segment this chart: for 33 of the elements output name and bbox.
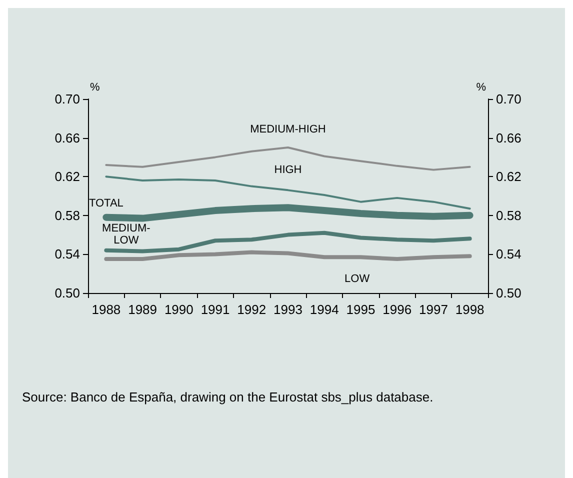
y-tick-label: 0.50: [54, 286, 80, 300]
x-tick-label: 1991: [200, 302, 230, 317]
line-series: [104, 230, 472, 254]
line-series: [104, 250, 472, 262]
y2-tick-label: 0.50: [496, 286, 522, 300]
y2-tick-label: 0.70: [496, 92, 522, 106]
y-tick-label: 0.62: [54, 169, 80, 184]
y-axis-title: %: [90, 82, 100, 94]
y2-axis-title: %: [476, 82, 486, 94]
y-tick-label: 0.66: [54, 130, 80, 146]
x-tick-label: 1989: [128, 302, 158, 317]
y-tick-label: 0.54: [54, 246, 80, 262]
y-tick-label: 0.70: [54, 92, 80, 106]
x-tick-label: 1995: [346, 302, 376, 317]
x-tick-label: 1998: [455, 302, 484, 317]
y2-tick-label: 0.54: [496, 246, 522, 262]
x-tick-label: 1994: [310, 302, 339, 317]
x-tick-label: 1990: [164, 302, 194, 317]
x-tick-label: 1996: [382, 302, 412, 317]
y2-tick-label: 0.62: [496, 169, 522, 184]
x-tick-label: 1992: [237, 302, 266, 317]
series-label: HIGH: [274, 164, 302, 176]
y2-tick-label: 0.66: [496, 130, 522, 146]
x-tick-label: 1988: [92, 302, 121, 317]
y2-tick-label: 0.58: [496, 208, 522, 223]
source-note: Source: Banco de España, drawing on the Eurostat sbs_plus database.: [22, 390, 434, 404]
series-label: TOTAL: [88, 197, 124, 210]
series-label: MEDIUM-HIGH: [250, 124, 326, 136]
series-label: MEDIUM-LOW: [102, 222, 151, 246]
x-tick-label: 1993: [274, 302, 302, 317]
x-tick-label: 1997: [418, 302, 448, 317]
series-label: LOW: [344, 273, 370, 286]
y-tick-label: 0.58: [54, 208, 80, 223]
